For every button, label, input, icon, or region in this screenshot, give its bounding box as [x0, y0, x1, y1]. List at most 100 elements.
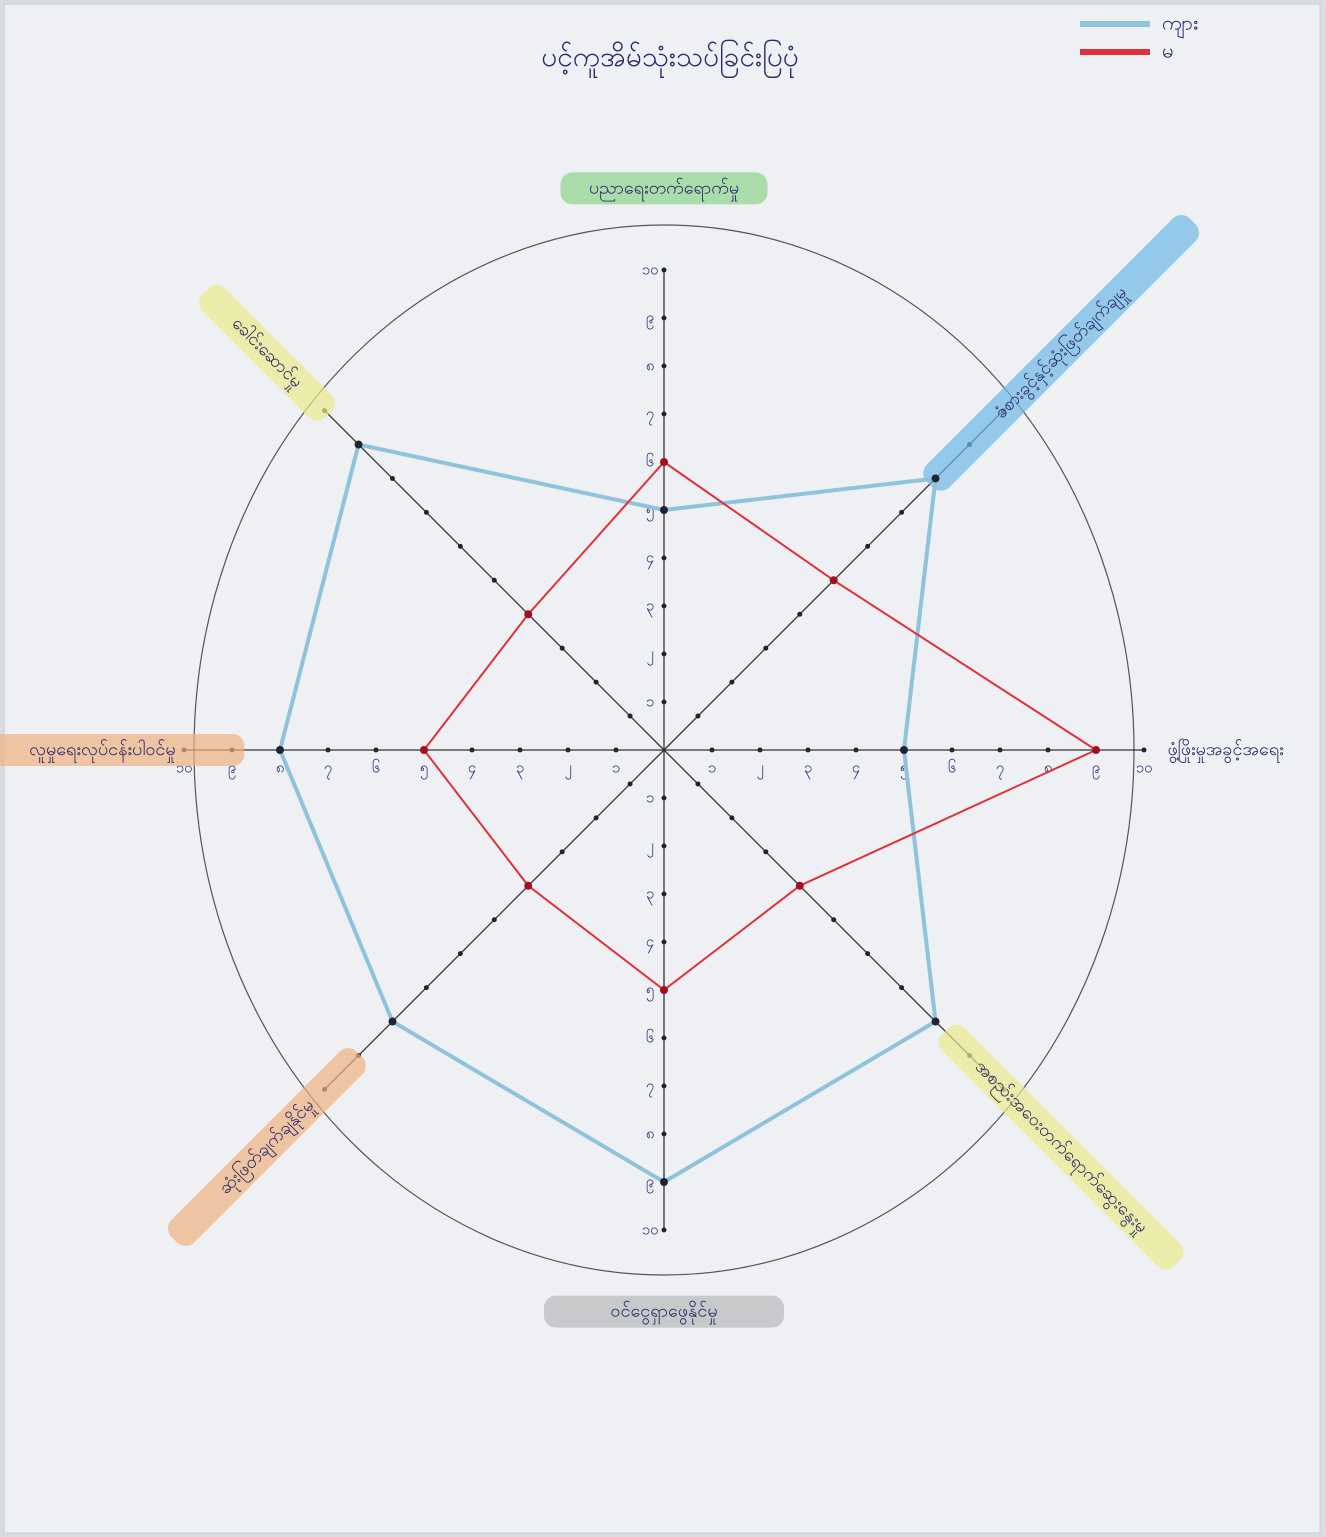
tick-dot [326, 748, 331, 753]
tick-dot [628, 714, 633, 719]
category-label: ဝင်ငွေရှာဖွေနိုင်မှု [610, 1301, 717, 1325]
tick-dot [763, 849, 768, 854]
tick-dot [806, 748, 811, 753]
tick-dot [662, 1036, 667, 1041]
tick-dot [797, 612, 802, 617]
tick-label: ၆ [948, 759, 956, 777]
tick-label: ၃ [516, 759, 524, 780]
tick-dot [470, 748, 475, 753]
tick-label: ၉ [1092, 759, 1100, 780]
series-point [932, 1018, 940, 1026]
tick-dot [662, 700, 667, 705]
tick-dot [998, 748, 1003, 753]
tick-dot [854, 748, 859, 753]
tick-label: ၅ [646, 981, 654, 1002]
tick-dot [662, 1228, 667, 1233]
series-point [355, 441, 363, 449]
tick-dot [695, 714, 700, 719]
series-point [420, 746, 428, 754]
legend-label: မ [1162, 39, 1173, 63]
tick-dot [831, 917, 836, 922]
tick-label: ၆ [372, 759, 380, 777]
tick-dot [729, 815, 734, 820]
tick-label: ၄ [646, 549, 654, 570]
tick-dot [662, 844, 667, 849]
tick-dot [374, 748, 379, 753]
series-point [388, 1018, 396, 1026]
series-point [660, 1178, 668, 1186]
tick-label: ၁ [708, 759, 716, 777]
tick-dot [695, 781, 700, 786]
tick-label: ၆ [646, 453, 654, 471]
tick-label: ၁ [612, 759, 620, 777]
tick-dot [1142, 748, 1147, 753]
tick-dot [560, 849, 565, 854]
tick-label: ၃ [804, 759, 812, 780]
tick-dot [662, 1084, 667, 1089]
tick-dot [662, 940, 667, 945]
tick-label: ၂ [756, 759, 763, 780]
tick-dot [662, 892, 667, 897]
tick-label: ၂ [646, 645, 653, 666]
tick-label: ၇ [646, 1077, 654, 1098]
tick-label: ၁၀ [642, 261, 659, 279]
tick-dot [390, 476, 395, 481]
category-group: ပညာရေးတက်ရောက်မှု [561, 172, 768, 204]
series-point [524, 882, 532, 890]
tick-dot [458, 544, 463, 549]
chart-title: ပင့်ကူအိမ်သုံးသပ်ခြင်းပြပုံ [541, 38, 799, 79]
tick-label: ၁၀ [1136, 759, 1153, 777]
tick-dot [628, 781, 633, 786]
category-label: ဖွံ့ဖြိုးမှုအခွင့်အရေး [1167, 738, 1283, 763]
category-label: လူမှုရေးလုပ်ငန်းပါဝင်မှု [29, 739, 176, 763]
tick-dot [458, 951, 463, 956]
tick-dot [566, 748, 571, 753]
tick-label: ၄ [468, 759, 476, 780]
tick-dot [899, 510, 904, 515]
tick-dot [1046, 748, 1051, 753]
tick-label: ၃ [646, 597, 654, 618]
tick-dot [424, 985, 429, 990]
tick-label: ၇ [324, 759, 332, 780]
series-point [830, 576, 838, 584]
tick-dot [662, 412, 667, 417]
series-point [660, 506, 668, 514]
category-group: ဝင်ငွေရှာဖွေနိုင်မှု [544, 1296, 784, 1328]
tick-label: ၄ [646, 933, 654, 954]
series-point [932, 474, 940, 482]
tick-dot [662, 604, 667, 609]
tick-label: ၁ [646, 693, 654, 711]
tick-dot [899, 985, 904, 990]
series-point [796, 882, 804, 890]
tick-dot [560, 646, 565, 651]
tick-label: ၂ [646, 837, 653, 858]
chart: ပင့်ကူအိမ်သုံးသပ်ခြင်းပြပုံ ၁၂၃၄၅၆၇၈၉၁၀ပ… [0, 0, 1326, 1537]
tick-label: ၈ [646, 1125, 655, 1143]
tick-label: ၁ [646, 789, 654, 807]
tick-dot [662, 652, 667, 657]
category-label: ပညာရေးတက်ရောက်မှု [589, 177, 739, 201]
tick-dot [518, 748, 523, 753]
tick-dot [662, 1132, 667, 1137]
tick-dot [492, 578, 497, 583]
tick-dot [950, 748, 955, 753]
tick-dot [614, 748, 619, 753]
tick-dot [662, 316, 667, 321]
series-point [276, 746, 284, 754]
tick-dot [865, 951, 870, 956]
series-point [1092, 746, 1100, 754]
tick-dot [492, 917, 497, 922]
category-group: ဖွံ့ဖြိုးမှုအခွင့်အရေး [1167, 738, 1283, 763]
series-point [524, 610, 532, 618]
series-point [660, 986, 668, 994]
legend-label: ကျား [1162, 11, 1198, 39]
tick-dot [710, 748, 715, 753]
tick-label: ၇ [996, 759, 1004, 780]
tick-label: ၅ [420, 759, 428, 780]
tick-label: ၉ [646, 309, 654, 330]
tick-dot [594, 680, 599, 685]
tick-label: ၂ [564, 759, 571, 780]
tick-label: ၄ [852, 759, 860, 780]
series-point [900, 746, 908, 754]
tick-dot [865, 544, 870, 549]
